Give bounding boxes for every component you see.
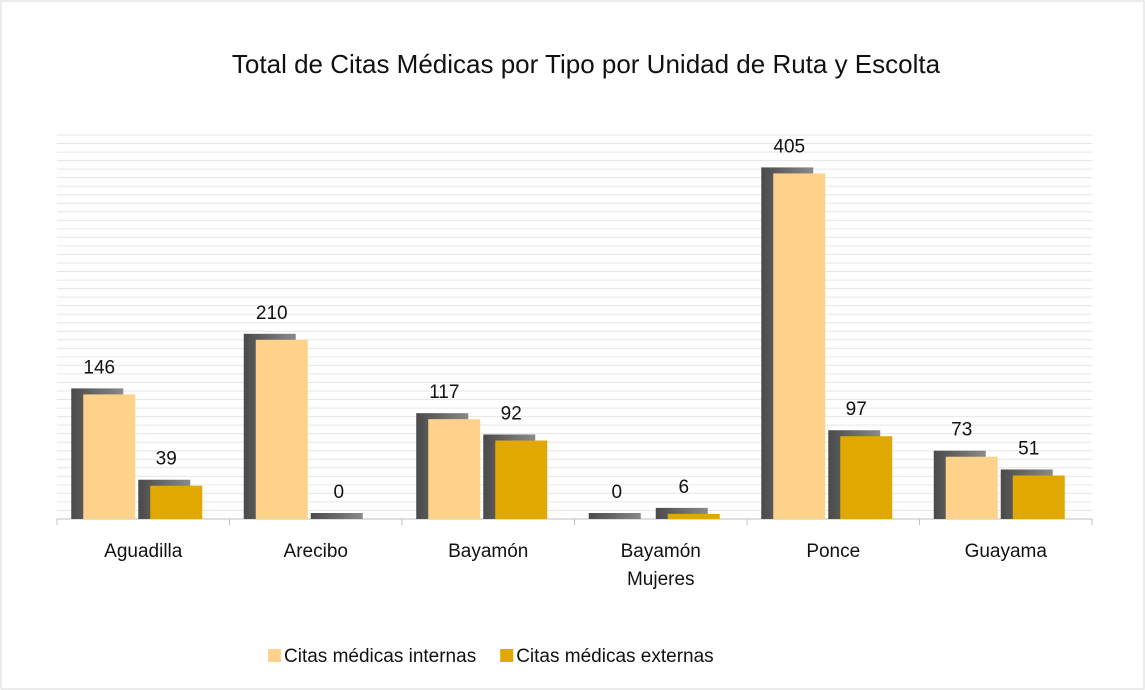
bar: [840, 436, 893, 519]
bar: [495, 440, 548, 519]
bar: [773, 173, 826, 519]
bar: [428, 419, 481, 519]
data-label: 39: [156, 449, 177, 470]
data-label: 405: [773, 136, 805, 157]
bar: [945, 456, 998, 519]
bar-shadow: [310, 513, 363, 519]
data-label: 0: [333, 482, 344, 503]
legend-label: Citas médicas externas: [516, 646, 713, 667]
data-label: 97: [846, 399, 867, 420]
legend-swatch: [500, 649, 514, 662]
legend-swatch: [268, 649, 281, 662]
legend-label: Citas médicas internas: [284, 646, 476, 667]
x-tick-label: Bayamón: [448, 541, 528, 562]
bar-shadow: [588, 513, 641, 519]
data-label: 73: [951, 420, 972, 441]
data-label: 146: [83, 357, 115, 378]
bar: [1012, 475, 1065, 519]
bar: [150, 485, 203, 519]
x-tick-label: Bayamón Mujeres: [621, 541, 701, 590]
bar-shadow: [655, 507, 708, 519]
data-label: 210: [256, 303, 288, 324]
bar: [667, 513, 720, 519]
bar: [83, 394, 136, 519]
data-label: 51: [1018, 438, 1039, 459]
data-label: 117: [429, 382, 459, 403]
data-label: 6: [678, 477, 689, 498]
x-tick-label: Arecibo: [284, 541, 348, 562]
data-label: 92: [501, 404, 522, 425]
data-label: 0: [611, 482, 622, 503]
x-tick-label: Guayama: [965, 541, 1048, 562]
x-tick-label: Aguadilla: [104, 541, 183, 562]
x-tick-label: Ponce: [806, 541, 860, 562]
bar: [255, 339, 308, 519]
chart-title: Total de Citas Médicas por Tipo por Unid…: [232, 49, 941, 79]
